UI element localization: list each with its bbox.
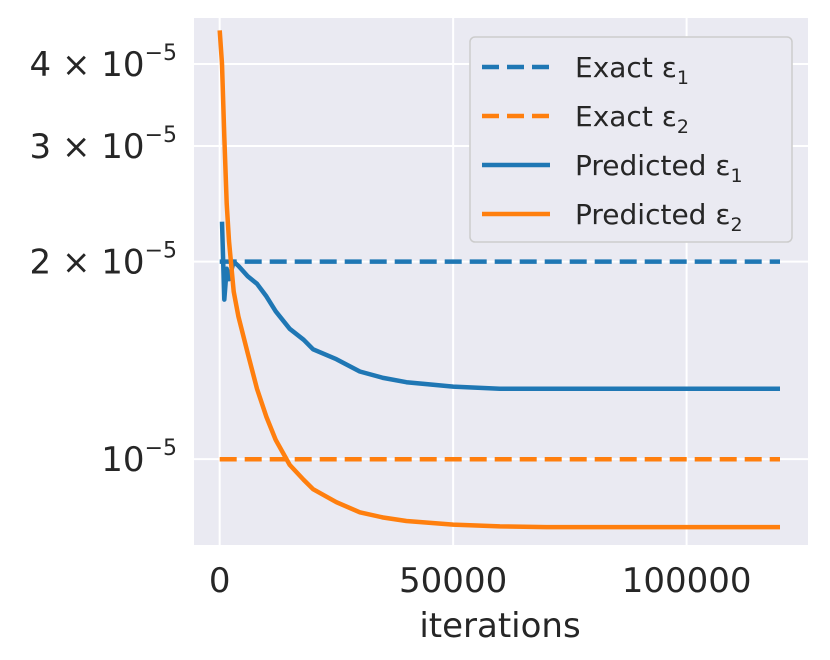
x-axis-title: iterations xyxy=(419,606,580,646)
y-tick-labels: 10−5 2 × 10−5 3 × 10−5 4 × 10−5 xyxy=(30,41,177,480)
legend-label: Exact ε1 xyxy=(575,51,689,89)
x-tick-label: 100000 xyxy=(622,561,752,601)
legend-label: Predicted ε2 xyxy=(575,198,743,236)
legend-box xyxy=(469,36,793,243)
legend: Exact ε1 Exact ε2 Predicted ε1 Predicted ε2 xyxy=(469,36,793,243)
y-tick-label: 3 × 10−5 xyxy=(30,123,177,167)
legend-label: Exact ε2 xyxy=(575,100,689,138)
series-line-3 xyxy=(217,30,780,530)
x-tick-label: 50000 xyxy=(399,561,507,601)
x-tick-label: 0 xyxy=(209,561,231,601)
y-tick-label: 4 × 10−5 xyxy=(30,41,177,85)
y-tick-label: 10−5 xyxy=(101,436,177,480)
y-tick-label: 2 × 10−5 xyxy=(30,239,177,283)
x-tick-labels: 0 50000 100000 xyxy=(209,561,752,601)
series-layer xyxy=(217,30,780,530)
legend-label: Predicted ε1 xyxy=(575,149,743,187)
